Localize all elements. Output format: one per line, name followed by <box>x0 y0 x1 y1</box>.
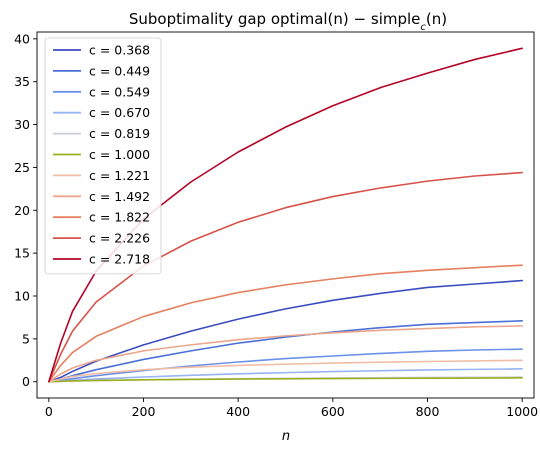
x-tick-label-1: 200 <box>132 404 156 419</box>
legend-label-9: c = 2.226 <box>89 231 150 246</box>
y-axis: 0 5 10 15 20 25 30 35 40 <box>14 31 37 389</box>
plot-frame <box>36 31 535 399</box>
series-line-10 <box>48 47 523 383</box>
series-line-1 <box>48 320 523 383</box>
x-tick-label-2: 400 <box>226 404 250 419</box>
y-tick-label-5: 25 <box>14 160 30 175</box>
x-tick-label-3: 600 <box>321 404 345 419</box>
legend-label-4: c = 0.819 <box>89 126 150 141</box>
y-tick-label-3: 15 <box>14 246 30 261</box>
legend-label-8: c = 1.822 <box>89 210 150 225</box>
series-line-0 <box>48 279 523 383</box>
series-line-7 <box>48 325 523 383</box>
y-tick-label-7: 35 <box>14 74 30 89</box>
legend-label-2: c = 0.549 <box>89 84 150 99</box>
x-tick-label-5: 1000 <box>506 404 538 419</box>
y-tick-label-8: 40 <box>14 31 30 46</box>
y-tick-label-4: 20 <box>14 203 30 218</box>
legend-label-1: c = 0.449 <box>89 63 150 78</box>
x-axis: 0 200 400 600 800 1000 <box>45 398 538 419</box>
legend-label-6: c = 1.221 <box>89 168 150 183</box>
x-tick-label-4: 800 <box>416 404 440 419</box>
y-tick-label-0: 0 <box>22 374 30 389</box>
y-tick-label-2: 10 <box>14 289 30 304</box>
x-tick-label-0: 0 <box>45 404 53 419</box>
legend-box <box>44 37 162 275</box>
y-tick-label-1: 5 <box>22 331 30 346</box>
legend-label-10: c = 2.718 <box>89 252 150 267</box>
series-line-8 <box>48 264 523 383</box>
series-line-9 <box>48 171 523 383</box>
series-line-6 <box>48 359 523 383</box>
legend-label-3: c = 0.670 <box>89 105 150 120</box>
legend-label-5: c = 1.000 <box>89 147 150 162</box>
chart-title: Suboptimality gap optimal(n) − simplec(n… <box>129 10 447 33</box>
series-line-2 <box>48 348 523 383</box>
y-tick-label-6: 30 <box>14 117 30 132</box>
series-line-5 <box>48 377 523 383</box>
x-axis-label: n <box>282 429 290 444</box>
legend-label-0: c = 0.368 <box>89 43 150 58</box>
legend-label-7: c = 1.492 <box>89 189 150 204</box>
plot-area <box>36 31 535 399</box>
legend: c = 0.368 c = 0.449 c = 0.549 c = 0.670 c = … <box>44 37 162 275</box>
